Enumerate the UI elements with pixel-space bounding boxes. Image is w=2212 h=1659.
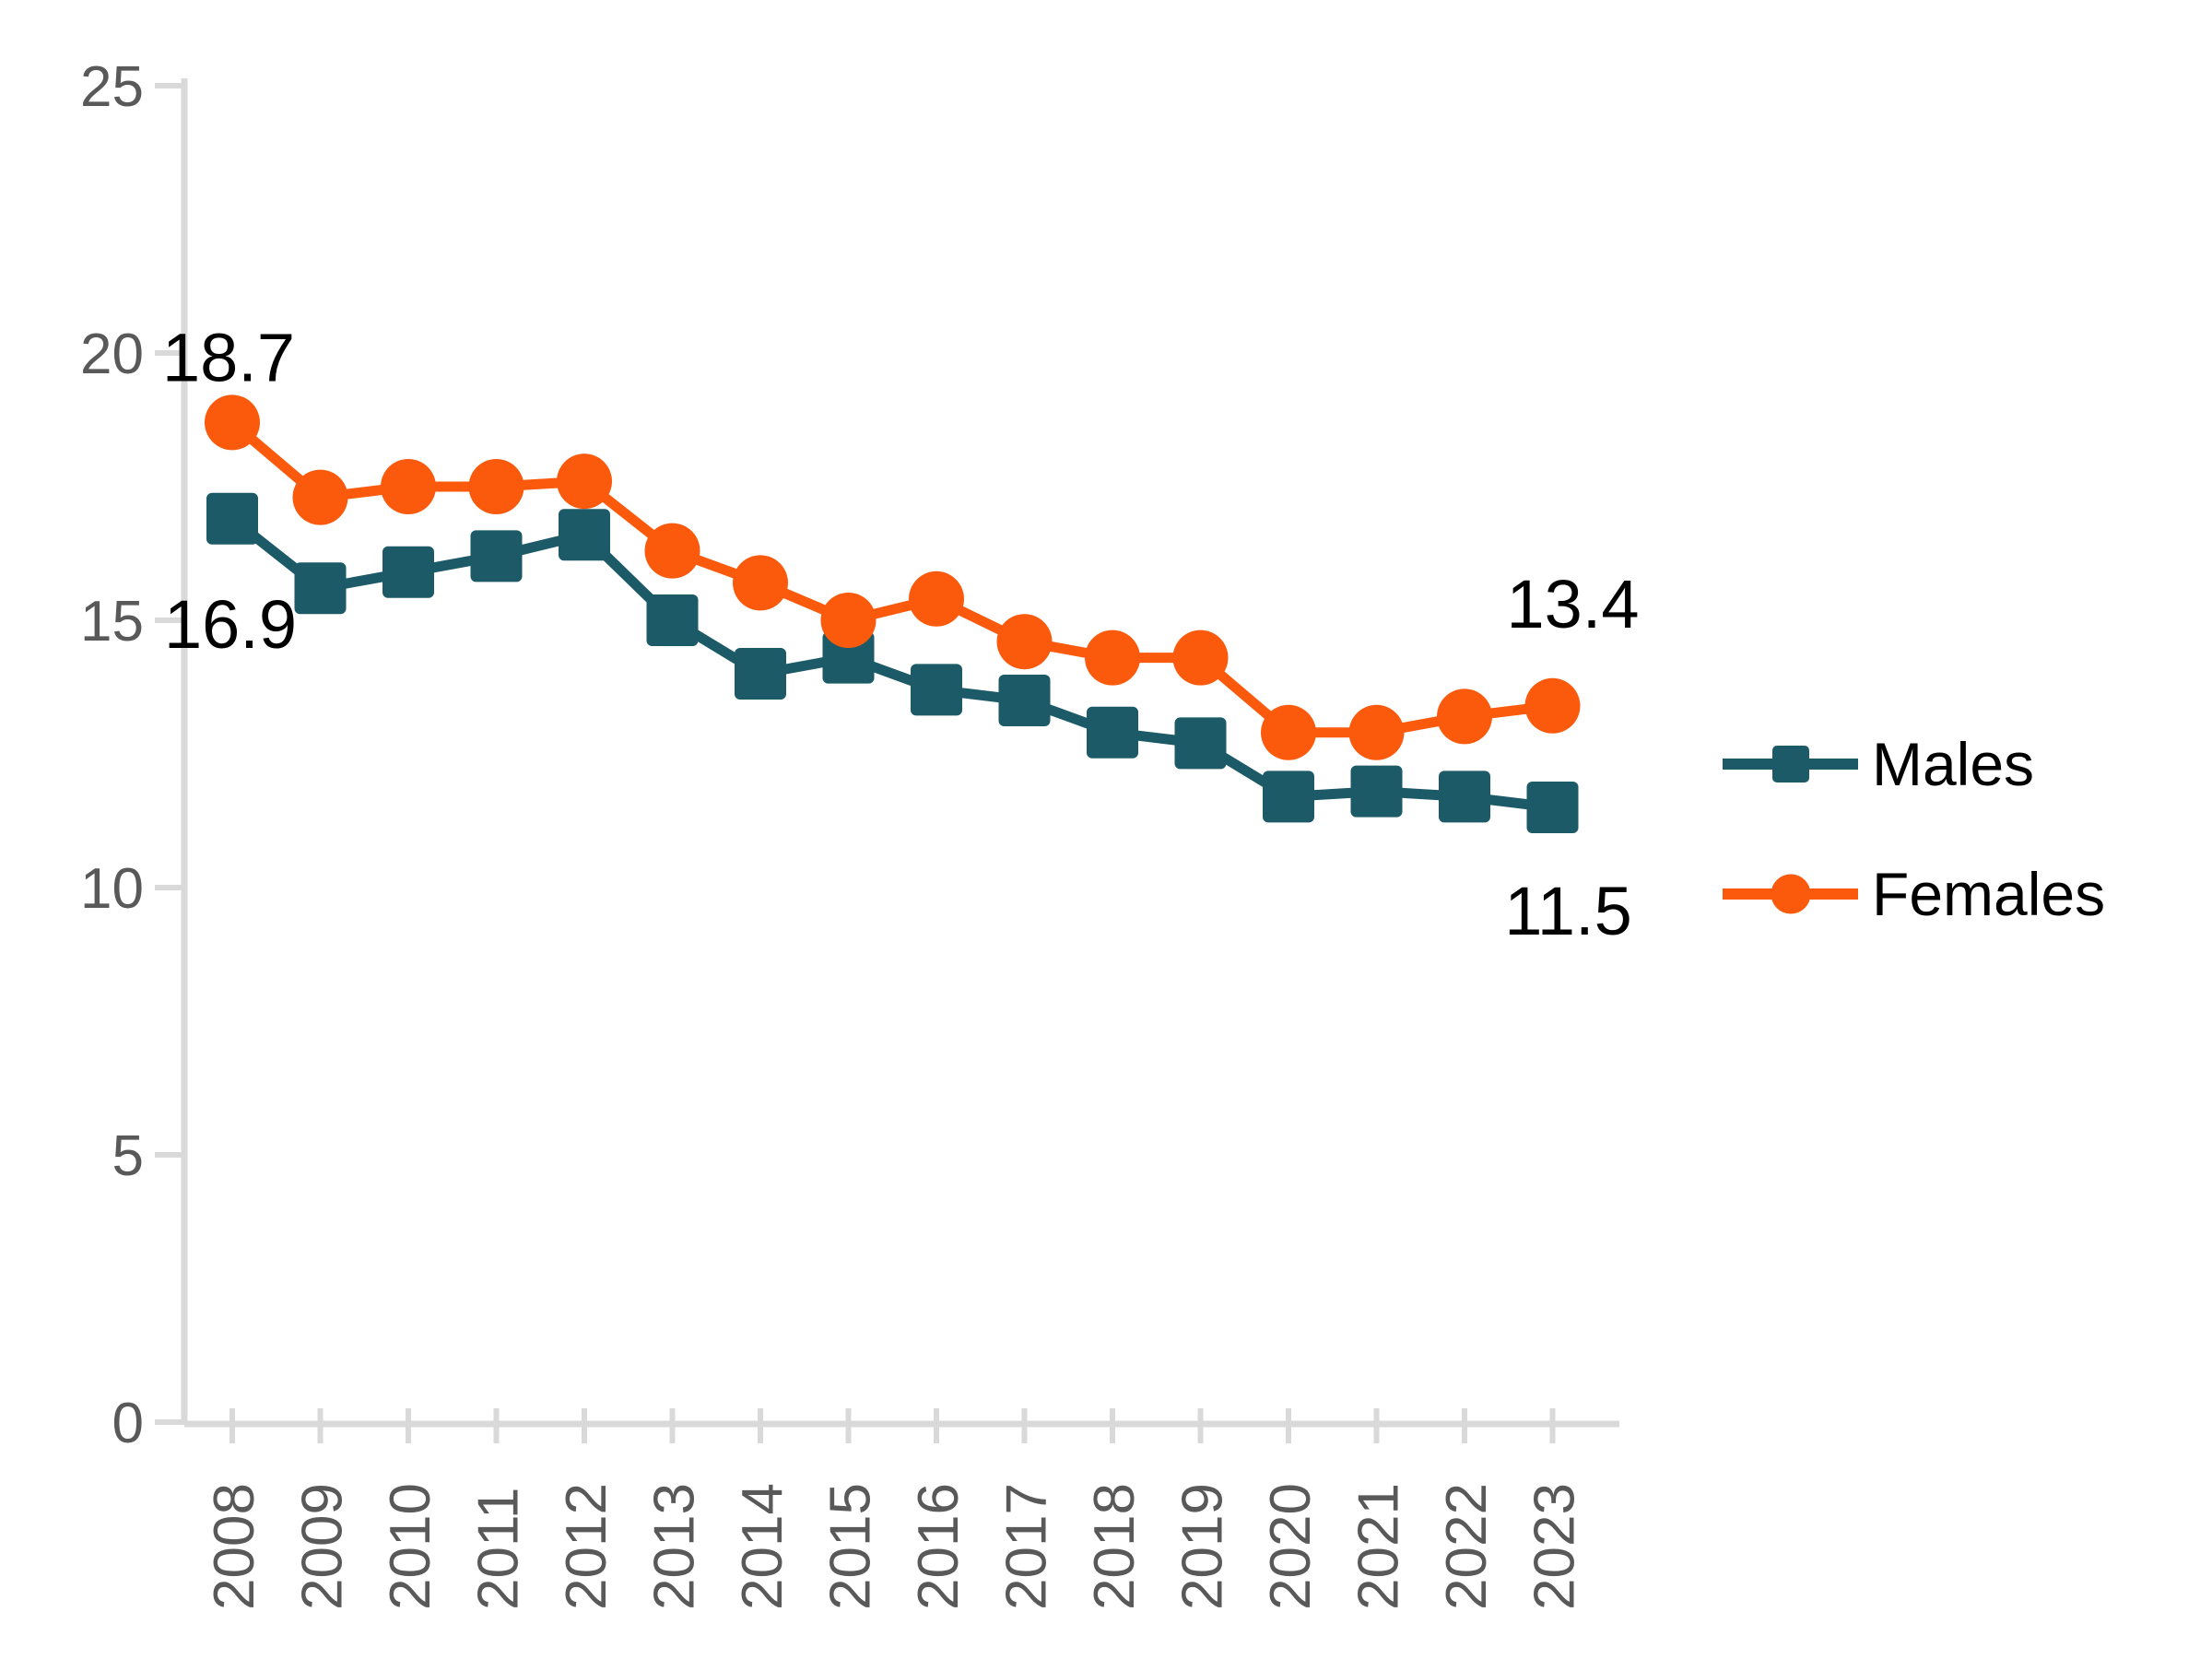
x-tick-label: 2023 (1524, 1483, 1587, 1610)
data-label-males-2008: 16.9 (164, 586, 297, 663)
x-tick-label: 2022 (1435, 1483, 1499, 1610)
x-tick-label: 2010 (379, 1483, 442, 1610)
females-marker (909, 571, 964, 627)
females-line (227, 417, 1558, 738)
females-marker (644, 523, 700, 579)
females-marker (205, 394, 260, 451)
x-tick-label: 2014 (731, 1483, 794, 1610)
females-marker (1261, 704, 1316, 760)
males-marker (646, 594, 699, 646)
y-tick-label: 10 (80, 857, 144, 921)
y-tick-label: 25 (80, 55, 144, 119)
females-marker (1437, 688, 1492, 745)
x-tick-label: 2016 (907, 1483, 971, 1610)
legend: Males Females (1723, 730, 2105, 928)
females-series (205, 394, 1581, 760)
y-tick-label: 15 (80, 590, 144, 653)
females-marker (381, 459, 436, 514)
females-marker (733, 555, 788, 611)
legend-label: Males (1872, 730, 2034, 798)
males-marker (822, 631, 875, 684)
x-tick-label: 2011 (467, 1488, 531, 1610)
males-marker (735, 648, 786, 700)
x-tick-label: 2019 (1171, 1483, 1235, 1610)
males-marker (382, 546, 434, 598)
y-tick-label: 5 (112, 1124, 144, 1188)
males-series (206, 492, 1579, 833)
y-tick-label: 0 (112, 1392, 144, 1455)
males-marker (1087, 706, 1138, 759)
females-marker (292, 469, 348, 525)
legend-item-males: Males (1723, 730, 2034, 798)
circle-on-line-icon (1771, 874, 1811, 914)
square-on-line-icon (1772, 746, 1809, 782)
males-marker (1526, 782, 1579, 833)
females-marker (1524, 677, 1581, 734)
males-marker (206, 492, 258, 545)
females-marker (468, 459, 524, 514)
males-marker (998, 675, 1051, 726)
males-marker (470, 530, 523, 582)
x-tick-label: 2017 (995, 1483, 1059, 1610)
legend-item-females: Females (1723, 860, 2105, 928)
males-marker (1350, 765, 1403, 818)
x-tick-label: 2021 (1347, 1483, 1411, 1610)
data-labels: 18.7 16.9 13.4 11.5 (162, 319, 1640, 949)
x-tick-label: 2013 (643, 1483, 707, 1610)
females-marker (1172, 629, 1229, 686)
females-marker (1348, 704, 1405, 760)
x-tick-label: 2018 (1083, 1483, 1147, 1610)
x-tick-label: 2012 (555, 1483, 618, 1610)
females-marker (996, 614, 1053, 670)
females-marker (557, 453, 612, 510)
x-tick-label: 2020 (1259, 1483, 1323, 1610)
x-tick-label: 2015 (819, 1483, 883, 1610)
x-tick-label: 2008 (203, 1483, 266, 1610)
y-axis-ticks: 25 20 15 10 5 0 (80, 55, 184, 1455)
males-marker (1439, 771, 1490, 823)
females-marker (820, 593, 877, 648)
data-label-females-2023: 13.4 (1506, 566, 1639, 642)
males-marker (294, 562, 347, 615)
data-label-males-2023: 11.5 (1504, 873, 1632, 949)
males-marker (1263, 771, 1314, 823)
males-marker (911, 664, 962, 716)
legend-label: Females (1872, 860, 2105, 928)
males-line (227, 513, 1558, 813)
males-marker (559, 509, 610, 561)
females-marker (1085, 629, 1140, 686)
y-tick-label: 20 (80, 323, 144, 386)
data-label-females-2008: 18.7 (162, 319, 295, 395)
x-axis-ticks: 2008 2009 2010 2011 2012 2013 2014 2015 2016 2017… (203, 1408, 1587, 1610)
x-tick-label: 2009 (291, 1483, 355, 1610)
males-marker (1174, 717, 1227, 770)
